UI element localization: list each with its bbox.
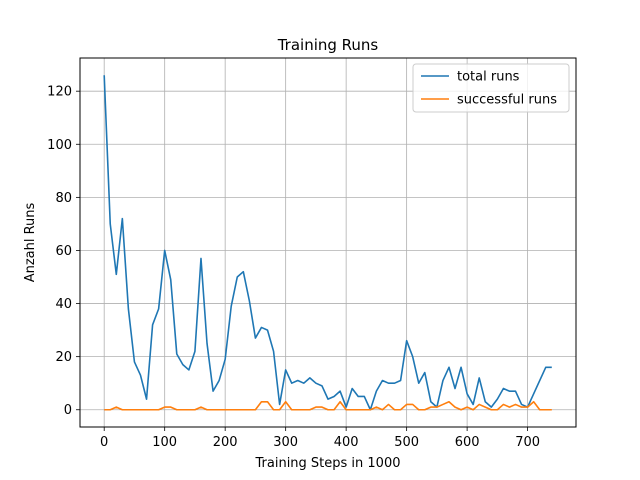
x-tick-label: 300 <box>273 435 298 450</box>
y-tick-label: 80 <box>55 191 72 206</box>
x-tick-label: 200 <box>213 435 238 450</box>
legend-box <box>412 63 570 113</box>
series-line-successful-runs <box>104 400 552 411</box>
legend-label: total runs <box>457 70 520 85</box>
grid <box>80 58 576 427</box>
series-line-total-runs <box>103 75 552 411</box>
y-tick-label: 0 <box>64 403 72 418</box>
y-tick-label: 20 <box>55 350 72 365</box>
x-tick-label: 0 <box>100 435 108 450</box>
legend: total runs successful runs <box>412 63 570 113</box>
x-tick-label: 600 <box>455 435 480 450</box>
y-axis-label: Anzahl Runs <box>23 202 38 282</box>
plot-area-frame <box>79 57 577 428</box>
x-axis-label: Training Steps in 1000 <box>255 456 401 471</box>
y-tick-label: 40 <box>55 297 72 312</box>
series-layer <box>103 75 552 411</box>
chart-title: Training Runs <box>277 36 379 54</box>
x-tick-label: 100 <box>152 435 177 450</box>
axis-ticks: 0 100 200 300 400 500 600 700 0 20 40 60 80 100 120 <box>47 85 540 450</box>
y-tick-label: 120 <box>47 85 72 100</box>
legend-label: successful runs <box>457 93 557 108</box>
x-tick-label: 500 <box>394 435 419 450</box>
x-tick-label: 400 <box>334 435 359 450</box>
x-tick-label: 700 <box>515 435 540 450</box>
y-tick-label: 60 <box>55 244 72 259</box>
y-tick-label: 100 <box>47 138 72 153</box>
